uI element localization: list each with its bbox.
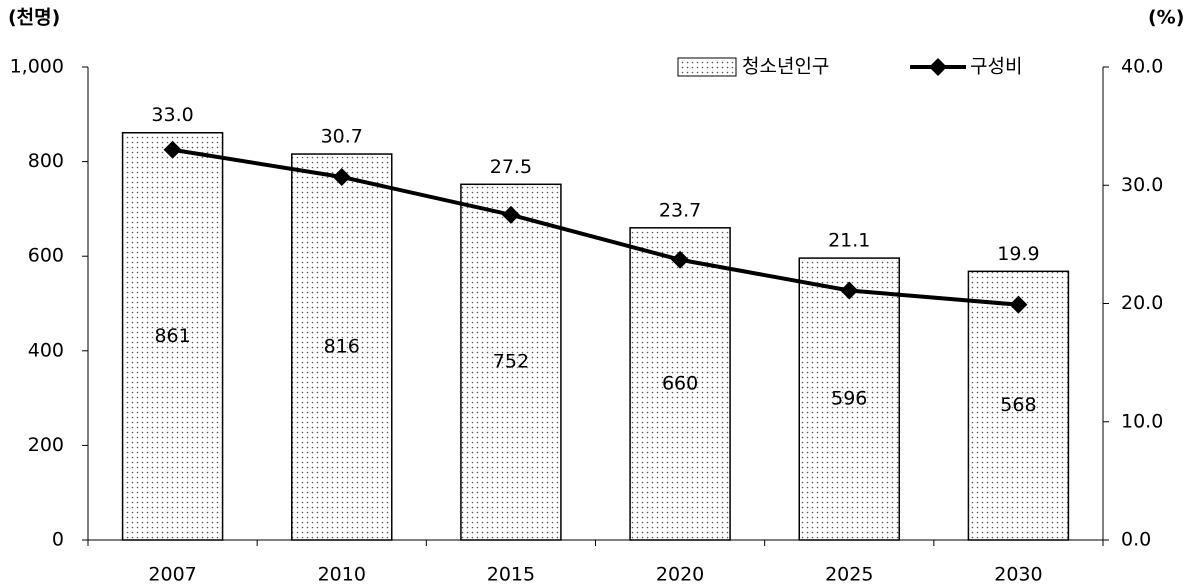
line-marker	[163, 140, 182, 159]
y2-axis-label: (%)	[1148, 7, 1184, 29]
y2-tick-label: 0.0	[1121, 529, 1151, 551]
line-value-label: 21.1	[828, 230, 870, 252]
x-tick-label: 2030	[994, 564, 1042, 586]
y2-tick-label: 30.0	[1121, 174, 1163, 196]
x-tick-label: 2020	[656, 564, 704, 586]
line-marker	[501, 205, 520, 224]
legend-label: 청소년인구	[742, 56, 829, 78]
y2-tick-label: 20.0	[1121, 292, 1163, 314]
y2-tick-label: 40.0	[1121, 56, 1163, 78]
y-tick-label: 0	[52, 529, 64, 551]
bar-value-label: 568	[1000, 394, 1036, 416]
line-value-label: 27.5	[490, 156, 532, 178]
y-tick-label: 600	[28, 245, 64, 267]
x-tick-label: 2010	[318, 564, 366, 586]
x-tick-label: 2007	[148, 564, 196, 586]
line-value-label: 23.7	[659, 199, 701, 221]
line-marker	[1009, 295, 1028, 314]
y-tick-label: 800	[28, 150, 64, 172]
x-tick-label: 2025	[825, 564, 873, 586]
bar-value-label: 596	[831, 388, 867, 410]
bar-value-label: 861	[154, 325, 190, 347]
y-axis-label: (천명)	[8, 7, 60, 29]
legend-marker	[929, 58, 947, 76]
bar	[967, 270, 1070, 541]
x-tick-label: 2015	[487, 564, 535, 586]
bar-value-label: 816	[324, 336, 360, 358]
y2-tick-label: 10.0	[1121, 410, 1163, 432]
bar	[460, 183, 562, 541]
bar	[291, 153, 393, 541]
bar	[629, 227, 731, 541]
y-tick-label: 400	[28, 339, 64, 361]
line-value-label: 19.9	[997, 243, 1039, 265]
line	[172, 147, 1019, 307]
bar-value-label: 752	[493, 351, 529, 373]
line-value-label: 33.0	[151, 104, 193, 126]
y-tick-label: 1,000	[10, 56, 64, 78]
line-value-label: 30.7	[321, 126, 363, 148]
legend-swatch	[677, 57, 737, 77]
line-marker	[332, 167, 351, 186]
line-marker	[671, 250, 690, 269]
y-tick-label: 200	[28, 434, 64, 456]
bar	[121, 131, 224, 541]
line-marker	[840, 281, 859, 300]
legend-label: 구성비	[970, 56, 1022, 78]
bar	[798, 257, 900, 541]
bar-value-label: 660	[662, 372, 698, 394]
